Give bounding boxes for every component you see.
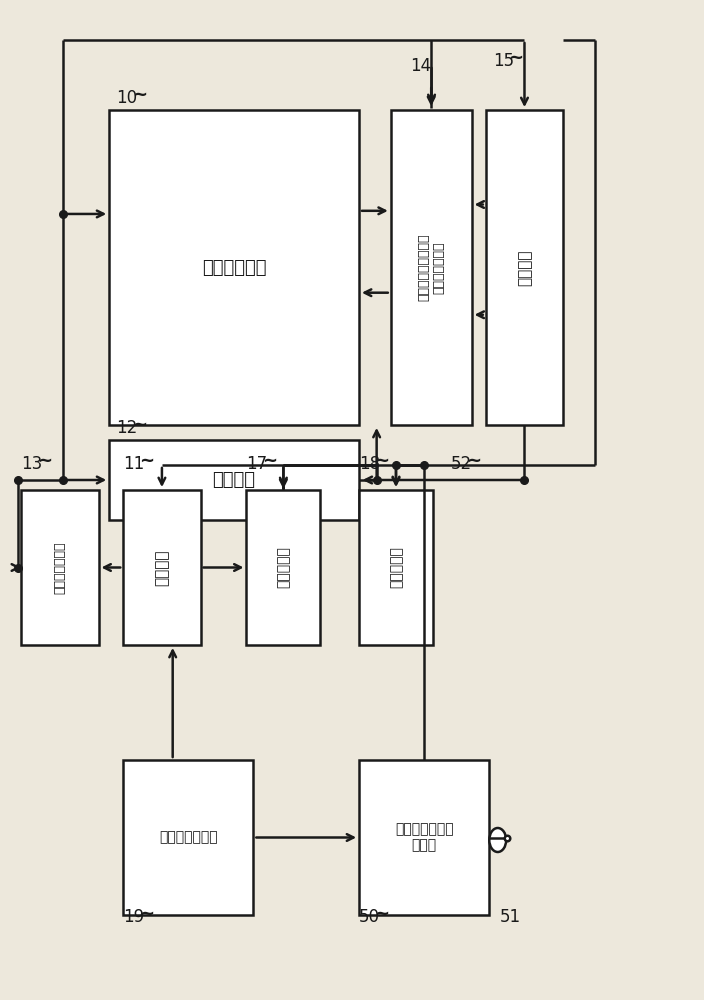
Text: 19: 19 bbox=[123, 908, 144, 926]
Bar bbox=[109, 440, 359, 520]
Text: 10: 10 bbox=[116, 89, 137, 107]
Text: 存储单元阵列: 存储单元阵列 bbox=[202, 259, 266, 277]
Text: 52: 52 bbox=[451, 455, 472, 473]
Text: 地址缓存器: 地址缓存器 bbox=[389, 547, 403, 588]
Bar bbox=[109, 110, 359, 425]
Text: 11: 11 bbox=[123, 455, 144, 473]
Text: ~: ~ bbox=[139, 452, 153, 470]
Bar bbox=[123, 490, 201, 645]
Text: 15: 15 bbox=[493, 52, 514, 70]
Text: 列译码器: 列译码器 bbox=[517, 249, 532, 286]
Text: 17: 17 bbox=[246, 455, 268, 473]
Text: 数据输入／输出
缓冲器: 数据输入／输出 缓冲器 bbox=[395, 822, 453, 853]
Bar bbox=[486, 110, 563, 425]
Text: 指令缓存器: 指令缓存器 bbox=[277, 547, 290, 588]
Bar bbox=[246, 490, 320, 645]
Text: ~: ~ bbox=[508, 49, 523, 67]
Text: ~: ~ bbox=[37, 452, 51, 470]
Text: 动作逻辑控制器: 动作逻辑控制器 bbox=[159, 830, 218, 844]
Bar bbox=[359, 490, 433, 645]
Bar bbox=[359, 760, 489, 915]
Bar bbox=[391, 110, 472, 425]
Text: 数据重写及读出电路
（页面缓冲器）: 数据重写及读出电路 （页面缓冲器） bbox=[417, 234, 445, 301]
Text: 14: 14 bbox=[410, 57, 432, 75]
Text: 12: 12 bbox=[116, 419, 137, 437]
Text: ~: ~ bbox=[139, 905, 153, 923]
Text: ~: ~ bbox=[132, 416, 146, 434]
Text: ~: ~ bbox=[262, 452, 277, 470]
Text: 行译码器: 行译码器 bbox=[213, 471, 256, 489]
Text: ~: ~ bbox=[375, 452, 389, 470]
Text: 51: 51 bbox=[500, 908, 521, 926]
Circle shape bbox=[489, 828, 506, 852]
Text: 50: 50 bbox=[359, 908, 380, 926]
Text: ~: ~ bbox=[132, 86, 146, 104]
Text: 控制电路: 控制电路 bbox=[154, 549, 170, 586]
Text: ~: ~ bbox=[375, 905, 389, 923]
Text: 13: 13 bbox=[21, 455, 42, 473]
Bar bbox=[123, 760, 253, 915]
Text: 18: 18 bbox=[359, 455, 380, 473]
Bar bbox=[21, 490, 99, 645]
Text: ~: ~ bbox=[466, 452, 481, 470]
Text: 高电压产生电路: 高电压产生电路 bbox=[54, 541, 66, 594]
